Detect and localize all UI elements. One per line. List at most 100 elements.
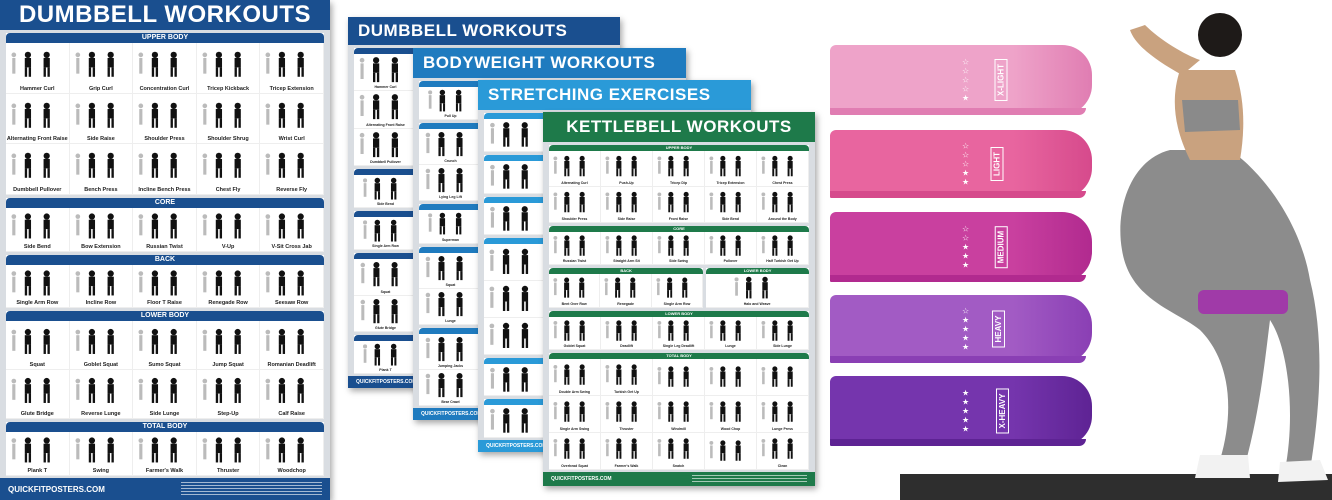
exercise-cell bbox=[484, 317, 548, 355]
section-header: TOTAL BODY bbox=[6, 422, 324, 433]
exercise-illustration bbox=[757, 359, 808, 394]
exercise-illustration bbox=[70, 321, 133, 362]
resistance-band-x-heavy: ★ ★ ★ ★ ★ X-HEAVY bbox=[830, 376, 1092, 446]
exercise-label: Grip Curl bbox=[88, 85, 113, 92]
exercise-cell bbox=[484, 244, 548, 281]
exercise-illustration bbox=[6, 321, 69, 362]
exercise-illustration bbox=[197, 144, 260, 187]
website-label: QUICKFITPOSTERS.COM bbox=[8, 484, 105, 494]
exercise-illustration bbox=[354, 341, 417, 368]
poster-section: Hammer Curl Alternating Front Raise Dumbbe… bbox=[354, 48, 418, 166]
exercise-cell: Renegade Row bbox=[196, 264, 261, 309]
section-header bbox=[354, 253, 418, 260]
exercise-cell: Tricep Extension bbox=[260, 43, 324, 94]
poster-footer: QUICKFITPOSTERS.COM bbox=[543, 472, 815, 486]
poster-title: BODYWEIGHT WORKOUTS bbox=[413, 48, 686, 78]
section-header: BACK bbox=[6, 254, 324, 265]
star-filled-icon: ★ bbox=[962, 177, 970, 187]
poster-body: UPPER BODY Alternating Curl Push-Up Tricep … bbox=[543, 142, 815, 472]
star-filled-icon: ★ bbox=[962, 324, 970, 334]
exercise-label: Goblet Squat bbox=[83, 362, 118, 369]
exercise-cell: Alternating Curl bbox=[549, 151, 601, 188]
website-label: QUICKFITPOSTERS.COM bbox=[486, 443, 547, 449]
poster-section: UPPER BODY Hammer Curl Grip Curl Concentrat… bbox=[6, 33, 324, 195]
poster-title: DUMBBELL WORKOUTS bbox=[348, 17, 620, 45]
exercise-cell: Side Bend bbox=[354, 174, 418, 208]
star-outline-icon: ☆ bbox=[962, 159, 970, 169]
exercise-cell: Shoulder Press bbox=[549, 187, 601, 224]
exercise-cell bbox=[484, 160, 548, 194]
exercise-label: Halo and Weave bbox=[743, 301, 771, 306]
section-header bbox=[484, 196, 548, 203]
exercise-cell: Russian Twist bbox=[549, 232, 601, 266]
exercise-label: Pull Up bbox=[444, 114, 457, 119]
star-filled-icon: ★ bbox=[962, 388, 970, 398]
exercise-illustration bbox=[705, 317, 756, 344]
model-shoes bbox=[1195, 455, 1328, 482]
exercise-label: Glute Bridge bbox=[20, 411, 54, 418]
exercise-illustration bbox=[6, 144, 69, 187]
exercise-cell: V-Up bbox=[196, 207, 261, 252]
exercise-cell: V-Sit Cross Jab bbox=[260, 207, 324, 252]
star-filled-icon: ★ bbox=[962, 424, 970, 434]
exercise-cell: Around the Body bbox=[757, 187, 809, 224]
exercise-label: Lying Leg Lift bbox=[439, 195, 462, 200]
exercise-illustration bbox=[484, 318, 547, 353]
exercise-illustration bbox=[70, 208, 133, 244]
exercise-illustration bbox=[601, 187, 652, 217]
exercise-illustration bbox=[260, 432, 323, 468]
exercise-illustration bbox=[260, 144, 323, 187]
exercise-label: Squat bbox=[29, 362, 45, 369]
exercise-label: Russian Twist bbox=[562, 259, 587, 264]
poster-section: LOWER BODY Squat Goblet Squat Sumo Squat Jum… bbox=[6, 311, 324, 420]
exercise-label: Step-Up bbox=[217, 411, 239, 418]
star-filled-icon: ★ bbox=[962, 168, 970, 178]
exercise-cell: Wrist Curl bbox=[260, 93, 324, 145]
star-filled-icon: ★ bbox=[962, 251, 970, 261]
exercise-cell: Bench Press bbox=[69, 144, 134, 195]
exercise-illustration bbox=[6, 208, 69, 244]
section-row: BACK Bent Over Row Renegade Single Arm Row L… bbox=[549, 268, 809, 308]
exercise-label: Renegade Row bbox=[208, 300, 248, 307]
exercise-illustration bbox=[133, 43, 196, 86]
exercise-illustration bbox=[260, 265, 323, 301]
exercise-illustration bbox=[197, 432, 260, 468]
exercise-label: Jumping Jacks bbox=[437, 363, 464, 368]
exercise-illustration bbox=[484, 281, 547, 316]
exercise-label: Wrist Curl bbox=[278, 136, 305, 143]
exercise-cell: Jumping Jacks bbox=[419, 333, 483, 370]
exercise-grid: Alternating Curl Push-Up Tricep Dip Tricep … bbox=[549, 151, 809, 224]
exercise-label: Side Lunge bbox=[773, 343, 792, 348]
exercise-grid: Side Bend Bow Extension Russian Twist V-Up V… bbox=[6, 207, 324, 252]
poster-section: TOTAL BODY Plank T Swing Farmer's Walk Thrus… bbox=[6, 422, 324, 476]
exercise-illustration bbox=[549, 274, 599, 301]
exercise-grid bbox=[484, 160, 548, 194]
exercise-illustration bbox=[6, 43, 69, 86]
exercise-label: Hammer Curl bbox=[374, 85, 397, 90]
star-filled-icon: ★ bbox=[962, 260, 970, 270]
exercise-grid: Single Arm Row bbox=[354, 217, 418, 251]
poster-footer: QUICKFITPOSTERS.COM bbox=[0, 478, 330, 500]
exercise-label: Single Arm Swing bbox=[559, 426, 590, 431]
exercise-cell: Farmer's Walk bbox=[601, 432, 653, 470]
poster-section bbox=[484, 238, 548, 355]
exercise-label: Side Lunge bbox=[149, 411, 180, 418]
exercise-label: Floor T Raise bbox=[147, 300, 182, 307]
poster-section: Crunch Lying Leg Lift bbox=[419, 123, 483, 202]
poster-section: UPPER BODY Alternating Curl Push-Up Tricep … bbox=[549, 145, 809, 224]
exercise-label: Concentration Curl bbox=[139, 85, 190, 92]
resistance-band-medium: ★ ★ ★ ☆ ☆ MEDIUM bbox=[830, 212, 1092, 282]
star-outline-icon: ☆ bbox=[962, 224, 970, 234]
exercise-label: Lunge bbox=[725, 343, 736, 348]
poster-title: KETTLEBELL WORKOUTS bbox=[543, 112, 815, 142]
exercise-grid: Plank T bbox=[354, 340, 418, 374]
exercise-label: Tricep Extension bbox=[269, 85, 314, 92]
resistance-stars: ★ ★ ★ ★ ★ bbox=[962, 389, 969, 434]
section-header: LOWER BODY bbox=[6, 311, 324, 322]
exercise-cell: Sumo Squat bbox=[133, 321, 197, 371]
exercise-label: Alternating Front Raise bbox=[6, 136, 68, 143]
exercise-cell: Goblet Squat bbox=[549, 316, 601, 350]
exercise-label: Renegade bbox=[617, 301, 634, 306]
exercise-illustration bbox=[757, 433, 808, 464]
poster-title: STRETCHING EXERCISES bbox=[478, 80, 751, 110]
